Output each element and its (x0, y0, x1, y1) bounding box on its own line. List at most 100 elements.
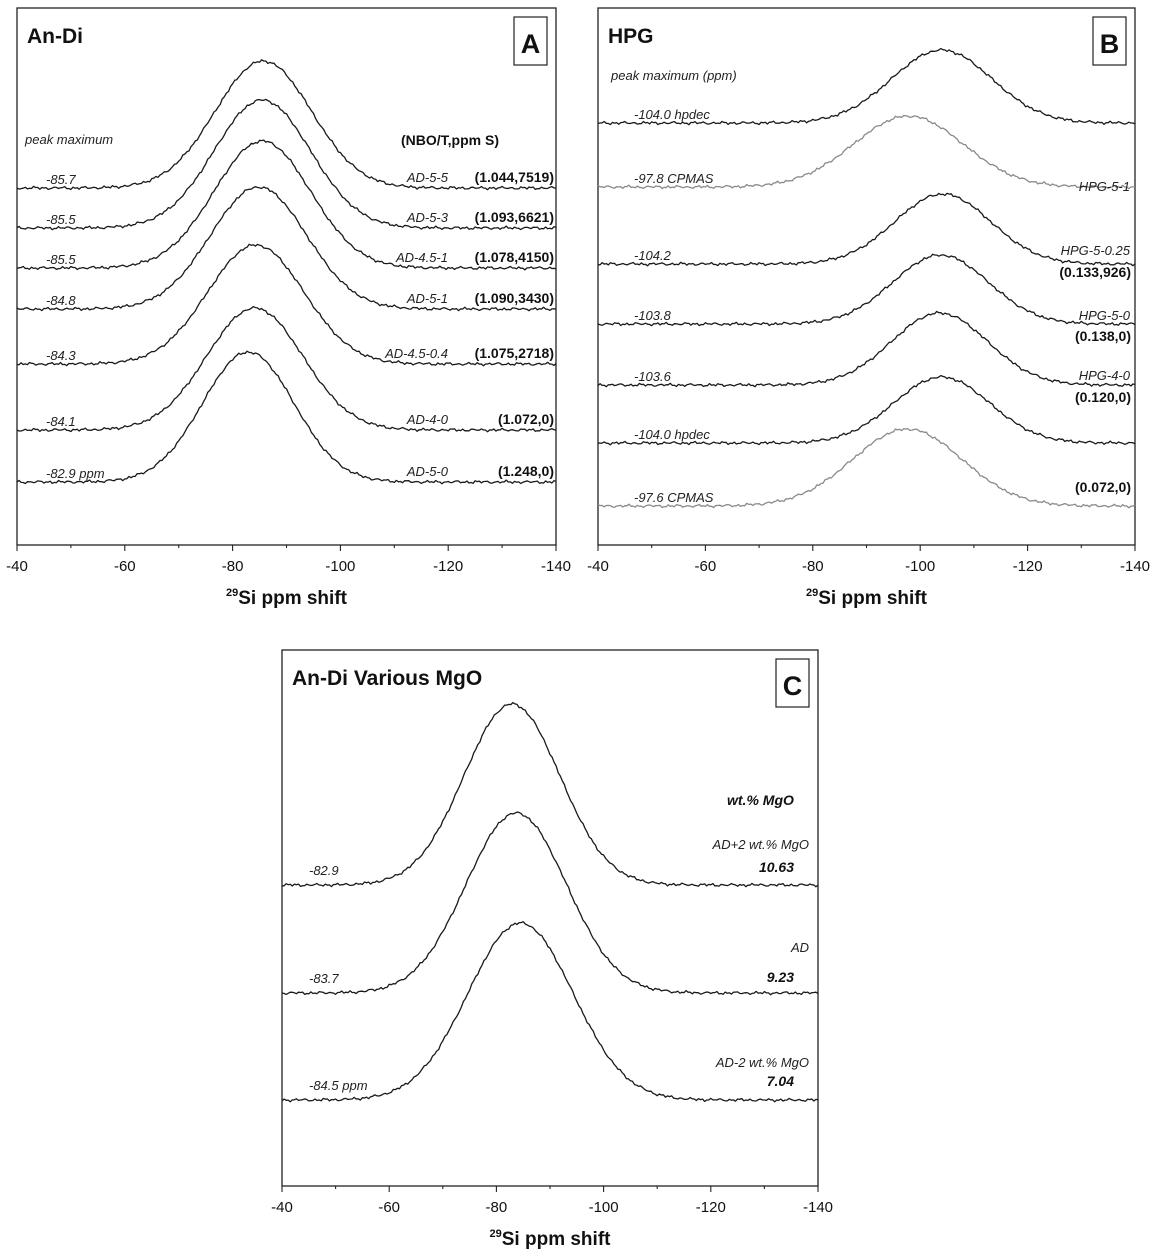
x-tick-label: -40 (587, 558, 609, 575)
series-name-label: HPG-5-0 (1079, 308, 1131, 323)
series-name-label: AD-4.5-1 (395, 250, 448, 265)
peak-maximum-header: peak maximum (ppm) (610, 68, 737, 83)
panel-title: HPG (608, 25, 654, 48)
series-name-label: AD-5-1 (406, 291, 448, 306)
x-tick-label: -60 (695, 558, 717, 575)
plot-frame (16, 7, 557, 546)
series-value-label: (0.120,0) (1075, 389, 1131, 405)
series-value-label: (1.248,0) (498, 463, 554, 479)
peak-maximum-label: -85.5 (46, 212, 76, 227)
series-line (16, 186, 557, 312)
value-header: (NBO/T,ppm S) (401, 132, 499, 148)
series-name-label: AD-5-0 (406, 464, 449, 479)
peak-maximum-label: -85.5 (46, 252, 76, 267)
peak-maximum-label: -97.6 CPMAS (634, 490, 714, 505)
x-axis-label-sup: 29 (226, 587, 238, 599)
panel-title: An-Di Various MgO (292, 667, 482, 690)
x-tick-label: -140 (803, 1199, 833, 1216)
x-axis-label-sup: 29 (806, 587, 818, 599)
x-axis-label-main: Si ppm shift (502, 1229, 611, 1250)
peak-maximum-label: -104.2 (634, 248, 672, 263)
peak-maximum-label: -103.8 (634, 308, 672, 323)
series-value-label: (1.075,2718) (475, 345, 554, 361)
peak-maximum-label: -85.7 (46, 172, 76, 187)
peak-maximum-label: -104.0 hpdec (634, 107, 710, 122)
x-axis-label-main: Si ppm shift (238, 588, 347, 609)
series-name-label: AD-5-5 (406, 170, 449, 185)
peak-maximum-label: -84.1 (46, 414, 76, 429)
peak-maximum-label: -84.5 ppm (309, 1078, 368, 1093)
x-tick-label: -80 (486, 1199, 508, 1216)
x-tick-label: -100 (589, 1199, 619, 1216)
x-tick-label: -120 (696, 1199, 726, 1216)
series-line (597, 114, 1136, 190)
panel-letter: C (783, 671, 803, 701)
x-tick-label: -100 (325, 558, 355, 575)
x-tick-label: -80 (802, 558, 824, 575)
series-value-label: (1.093,6621) (475, 209, 554, 225)
x-tick-label: -40 (271, 1199, 293, 1216)
x-tick-label: -120 (433, 558, 463, 575)
series-line (16, 305, 557, 433)
series-value-label: (1.072,0) (498, 411, 554, 427)
x-tick-label: -80 (222, 558, 244, 575)
series-name-label: AD+2 wt.% MgO (712, 837, 809, 852)
x-tick-label: -60 (114, 558, 136, 575)
series-line (597, 374, 1136, 446)
series-name-label: AD-5-3 (406, 210, 449, 225)
series-name-label: AD-4.5-0.4 (384, 346, 448, 361)
series-name-label: HPG-4-0 (1079, 368, 1131, 383)
series-value-label: (1.078,4150) (475, 249, 554, 265)
panel-C: -40 -60 -80 -100 -120 -140 29Si ppm shift An-Di… (271, 649, 833, 1250)
series-line (281, 921, 819, 1103)
peak-maximum-label: -82.9 ppm (46, 466, 105, 481)
x-tick-label: -140 (541, 558, 571, 575)
series-name-label: HPG-5-0.25 (1061, 243, 1131, 258)
series-line (16, 98, 557, 231)
x-axis-label-sup: 29 (490, 1228, 502, 1240)
plot-frame (597, 7, 1136, 546)
series-line (16, 59, 557, 191)
x-axis-label: 29Si ppm shift (490, 1228, 612, 1250)
x-tick-label: -120 (1013, 558, 1043, 575)
series-value-label: (1.044,7519) (475, 169, 554, 185)
series-line (16, 139, 557, 271)
series-line (597, 253, 1136, 327)
series-name-label: AD (790, 940, 809, 955)
peak-maximum-label: -83.7 (309, 971, 339, 986)
x-axis-label-main: Si ppm shift (818, 588, 927, 609)
series-line (281, 811, 819, 996)
x-tick-label: -100 (905, 558, 935, 575)
series-line (597, 428, 1136, 509)
peak-maximum-label: -97.8 CPMAS (634, 171, 714, 186)
series-value-label: 9.23 (767, 969, 794, 985)
peak-maximum-label: -84.8 (46, 293, 76, 308)
panel-letter: A (521, 29, 541, 59)
panel-letter-box (1092, 16, 1127, 66)
panel-title: An-Di (27, 25, 83, 48)
series-line (16, 243, 557, 367)
x-tick-label: -140 (1120, 558, 1150, 575)
peak-maximum-label: -84.3 (46, 348, 76, 363)
x-tick-label: -60 (378, 1199, 400, 1216)
series-value-label: 10.63 (759, 859, 794, 875)
series-name-label: AD-2 wt.% MgO (715, 1055, 809, 1070)
x-axis-label: 29Si ppm shift (226, 587, 348, 609)
series-value-label: (0.138,0) (1075, 328, 1131, 344)
series-name-label: HPG-5-1 (1079, 179, 1130, 194)
peak-maximum-header: peak maximum (24, 132, 113, 147)
series-line (597, 310, 1136, 388)
x-tick-label: -40 (6, 558, 28, 575)
series-line (16, 350, 557, 485)
series-line (282, 701, 819, 888)
series-line (597, 192, 1136, 267)
series-line (597, 47, 1136, 126)
series-value-label: (0.072,0) (1075, 479, 1131, 495)
plot-frame (281, 649, 819, 1187)
peak-maximum-label: -82.9 (309, 863, 339, 878)
panel-letter-box (513, 16, 548, 66)
series-value-label: (0.133,926) (1059, 264, 1131, 280)
panel-letter-box (775, 658, 810, 708)
series-name-label: AD-4-0 (406, 412, 449, 427)
